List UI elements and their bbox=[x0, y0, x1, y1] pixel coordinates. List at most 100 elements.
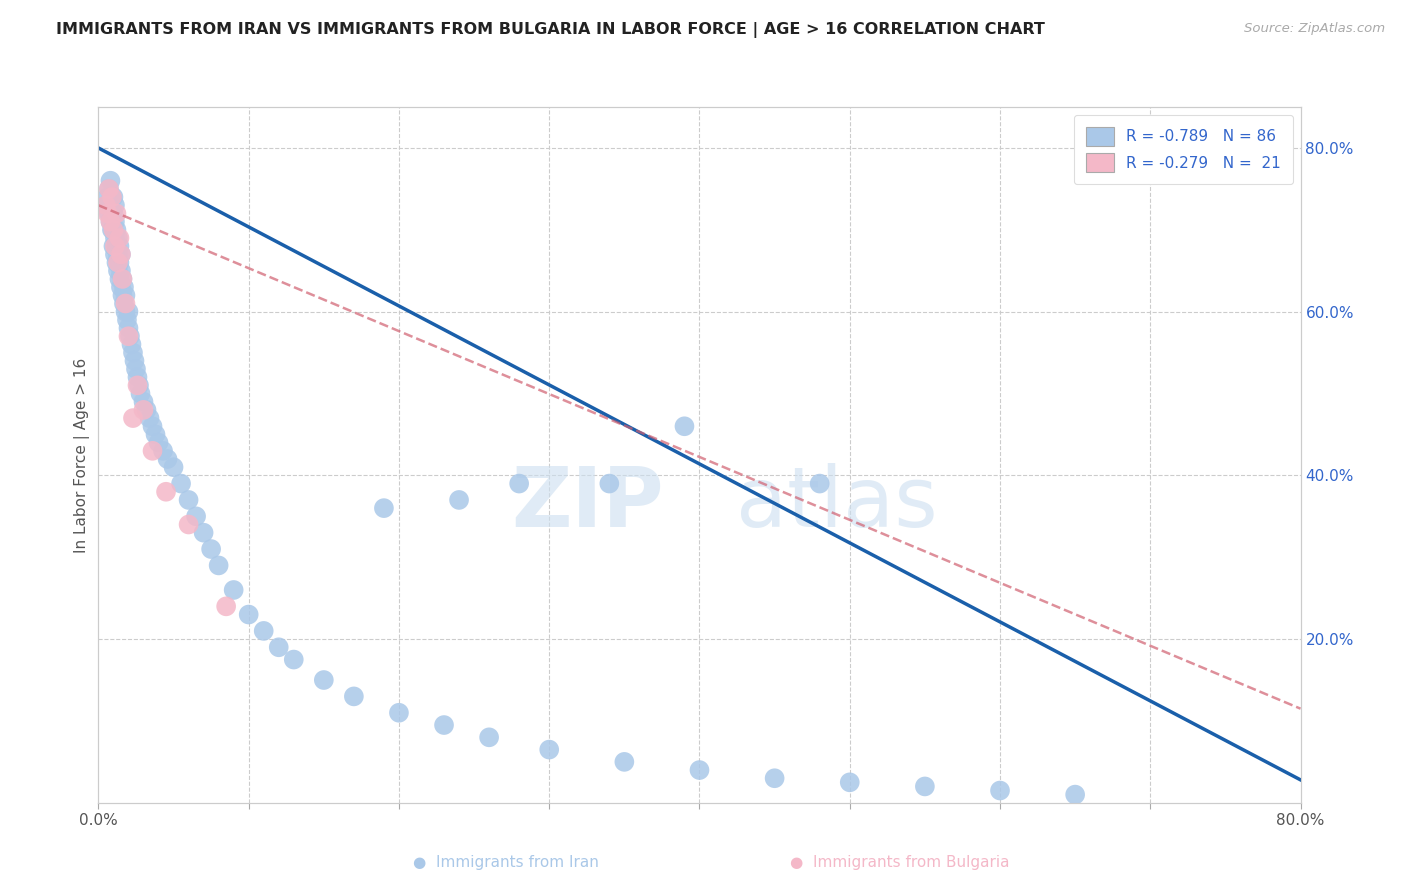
Point bbox=[107, 231, 129, 245]
Point bbox=[103, 223, 125, 237]
Point bbox=[100, 174, 122, 188]
Text: atlas: atlas bbox=[735, 463, 938, 544]
Point bbox=[101, 206, 124, 220]
Point bbox=[145, 427, 167, 442]
Point bbox=[94, 198, 117, 212]
Point bbox=[112, 296, 135, 310]
Point bbox=[114, 296, 136, 310]
Point bbox=[988, 783, 1011, 797]
Point bbox=[162, 460, 184, 475]
Point bbox=[170, 476, 193, 491]
Point bbox=[105, 239, 128, 253]
Point bbox=[101, 190, 124, 204]
Point bbox=[613, 755, 636, 769]
Point bbox=[177, 517, 200, 532]
Point bbox=[238, 607, 260, 622]
Point bbox=[105, 223, 128, 237]
Point bbox=[101, 190, 124, 204]
Point bbox=[111, 288, 134, 302]
Point bbox=[100, 214, 122, 228]
Point bbox=[117, 321, 139, 335]
Point bbox=[914, 780, 936, 794]
Point bbox=[152, 443, 174, 458]
Point bbox=[222, 582, 245, 597]
Point bbox=[253, 624, 276, 638]
Point bbox=[200, 542, 222, 557]
Point bbox=[128, 378, 150, 392]
Point bbox=[97, 206, 120, 220]
Point bbox=[148, 435, 170, 450]
Point bbox=[125, 362, 148, 376]
Point bbox=[101, 223, 124, 237]
Point bbox=[105, 206, 128, 220]
Point bbox=[96, 190, 118, 204]
Point bbox=[112, 280, 135, 294]
Point bbox=[132, 394, 155, 409]
Point bbox=[312, 673, 335, 687]
Point bbox=[96, 206, 118, 220]
Point bbox=[689, 763, 711, 777]
Point bbox=[122, 345, 145, 359]
Point bbox=[538, 742, 561, 756]
Text: Source: ZipAtlas.com: Source: ZipAtlas.com bbox=[1244, 22, 1385, 36]
Point bbox=[184, 509, 207, 524]
Point bbox=[141, 443, 163, 458]
Text: ZIP: ZIP bbox=[510, 463, 664, 544]
Point bbox=[127, 370, 149, 384]
Point bbox=[124, 353, 146, 368]
Point bbox=[117, 329, 139, 343]
Point bbox=[508, 476, 530, 491]
Point bbox=[135, 403, 157, 417]
Point bbox=[156, 452, 179, 467]
Point bbox=[132, 403, 155, 417]
Text: IMMIGRANTS FROM IRAN VS IMMIGRANTS FROM BULGARIA IN LABOR FORCE | AGE > 16 CORRE: IMMIGRANTS FROM IRAN VS IMMIGRANTS FROM … bbox=[56, 22, 1045, 38]
Point bbox=[118, 329, 141, 343]
Point bbox=[107, 255, 129, 269]
Point bbox=[122, 411, 145, 425]
Point bbox=[104, 239, 127, 253]
Text: ●  Immigrants from Iran: ● Immigrants from Iran bbox=[413, 855, 599, 870]
Point bbox=[373, 501, 395, 516]
Point bbox=[110, 264, 132, 278]
Point bbox=[108, 231, 131, 245]
Point bbox=[111, 272, 134, 286]
Point bbox=[97, 182, 120, 196]
Point bbox=[447, 492, 470, 507]
Point bbox=[108, 272, 131, 286]
Point bbox=[103, 223, 125, 237]
Point bbox=[177, 492, 200, 507]
Point bbox=[433, 718, 456, 732]
Point bbox=[104, 247, 127, 261]
Point bbox=[478, 731, 501, 745]
Point bbox=[115, 313, 138, 327]
Point bbox=[105, 255, 128, 269]
Point bbox=[1064, 788, 1087, 802]
Point bbox=[117, 304, 139, 318]
Point bbox=[155, 484, 177, 499]
Point bbox=[111, 272, 134, 286]
Legend: R = -0.789   N = 86, R = -0.279   N =  21: R = -0.789 N = 86, R = -0.279 N = 21 bbox=[1074, 115, 1294, 184]
Point bbox=[103, 206, 125, 220]
Point bbox=[808, 476, 831, 491]
Text: ●  Immigrants from Bulgaria: ● Immigrants from Bulgaria bbox=[790, 855, 1010, 870]
Point bbox=[107, 247, 129, 261]
Point bbox=[673, 419, 696, 434]
Point bbox=[193, 525, 215, 540]
Point bbox=[94, 198, 117, 212]
Point bbox=[104, 231, 127, 245]
Point bbox=[110, 247, 132, 261]
Point bbox=[388, 706, 411, 720]
Point bbox=[141, 419, 163, 434]
Point bbox=[104, 214, 127, 228]
Y-axis label: In Labor Force | Age > 16: In Labor Force | Age > 16 bbox=[75, 358, 90, 552]
Point bbox=[97, 182, 120, 196]
Point bbox=[208, 558, 231, 573]
Point bbox=[110, 247, 132, 261]
Point bbox=[838, 775, 860, 789]
Point bbox=[127, 378, 149, 392]
Point bbox=[107, 264, 129, 278]
Point bbox=[114, 288, 136, 302]
Point bbox=[343, 690, 366, 704]
Point bbox=[121, 337, 143, 351]
Point bbox=[215, 599, 238, 614]
